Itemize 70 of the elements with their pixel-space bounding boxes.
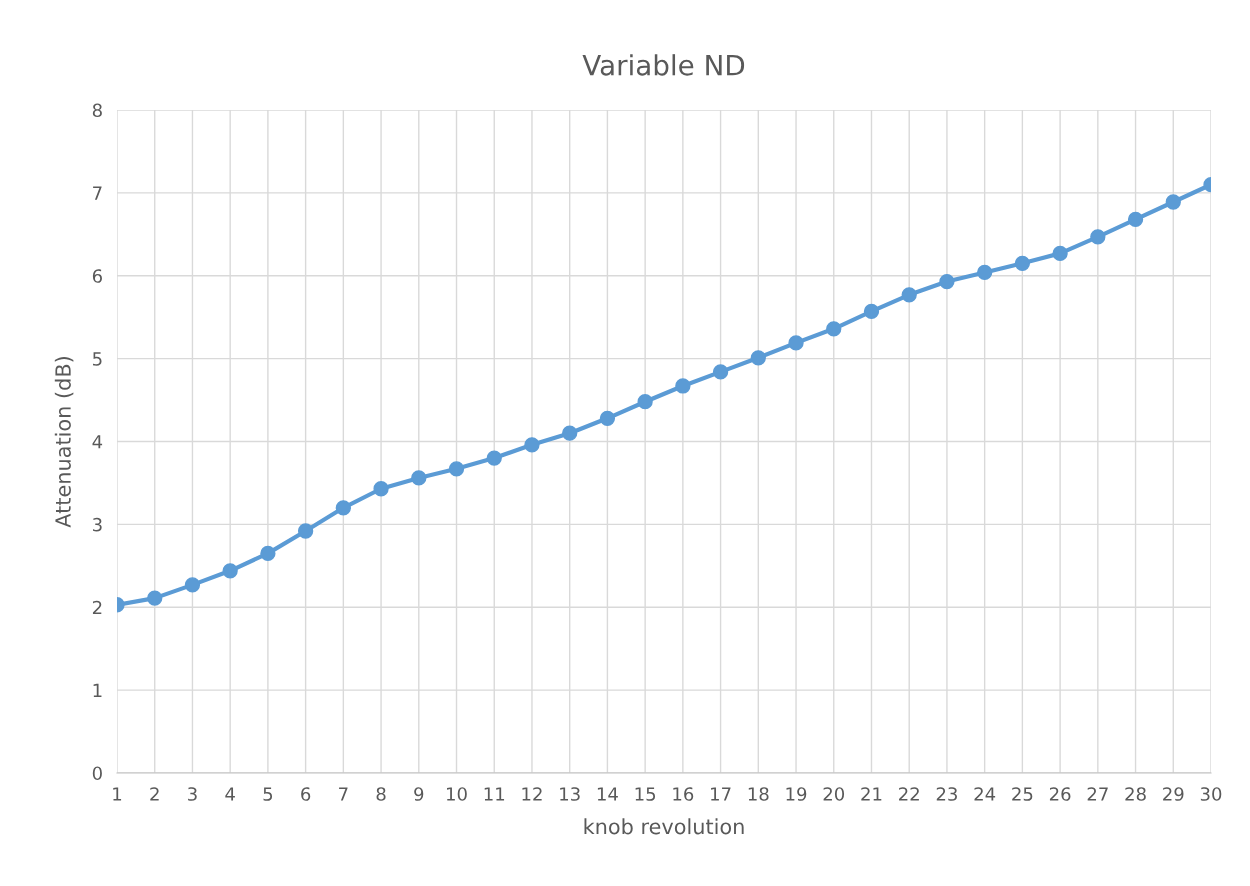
point	[147, 590, 163, 606]
point	[1014, 255, 1031, 271]
y-tick-label: 4	[92, 435, 103, 449]
x-axis-title: knob revolution	[584, 818, 744, 835]
x-tick-label: 22	[899, 787, 919, 801]
y-tick-label: 0	[92, 766, 102, 781]
point	[750, 350, 766, 366]
chart-title: Variable ND	[582, 54, 745, 76]
x-tick-label: 20	[823, 787, 845, 801]
point	[297, 523, 314, 539]
point	[637, 394, 653, 410]
x-tick-label: 27	[1087, 787, 1108, 801]
x-tick-label: 21	[861, 787, 882, 801]
point	[712, 364, 729, 380]
y-tick-label: 3	[93, 517, 102, 532]
point	[788, 335, 804, 351]
x-tick-label: 12	[522, 787, 542, 801]
x-tick-label: 4	[225, 787, 235, 801]
x-tick-label: 6	[301, 787, 311, 801]
point	[675, 378, 691, 394]
x-tick-label: 28	[1125, 787, 1146, 801]
point	[411, 470, 427, 486]
y-tick-label: 8	[92, 103, 102, 118]
point	[184, 577, 201, 593]
point	[524, 437, 540, 453]
x-tick-label: 30	[1200, 787, 1222, 801]
x-tick-label: 26	[1049, 787, 1071, 801]
x-tick-label: 9	[414, 787, 424, 801]
x-tick-label: 17	[711, 787, 731, 801]
point	[1127, 211, 1144, 228]
point	[826, 321, 842, 337]
point	[1090, 229, 1106, 245]
x-tick-label: 8	[376, 787, 386, 801]
x-tick-label: 19	[786, 787, 807, 801]
x-tick-label: 14	[597, 787, 618, 801]
y-tick-label: 6	[92, 269, 102, 283]
x-tick-label: 15	[635, 787, 656, 801]
x-tick-label: 2	[150, 787, 159, 801]
point	[222, 563, 238, 579]
x-tick-label: 25	[1012, 787, 1033, 801]
point	[486, 450, 502, 466]
x-tick-label: 24	[974, 787, 996, 801]
point	[901, 287, 917, 303]
x-tick-label: 1	[113, 787, 122, 801]
x-tick-label: 11	[484, 787, 505, 801]
x-tick-label: 10	[447, 787, 467, 801]
point	[260, 545, 276, 562]
x-tick-label: 16	[673, 787, 694, 801]
x-tick-label: 5	[263, 787, 273, 801]
point	[1165, 194, 1181, 210]
point	[977, 264, 993, 281]
x-tick-label: 13	[560, 787, 580, 801]
point	[335, 500, 351, 516]
y-tick-label: 5	[93, 352, 102, 366]
point	[939, 273, 955, 290]
x-tick-label: 3	[188, 787, 197, 801]
x-tick-label: 23	[936, 787, 957, 801]
point	[863, 303, 880, 320]
point	[1052, 245, 1068, 262]
point	[373, 481, 389, 497]
y-tick-label: 2	[92, 600, 102, 615]
y-axis-title: Attenuation (dB)	[54, 357, 74, 528]
point	[448, 461, 465, 477]
point	[562, 425, 578, 441]
y-tick-label: 7	[93, 186, 102, 200]
point	[599, 410, 616, 426]
x-tick-label: 29	[1163, 787, 1184, 801]
y-tick-label: 1	[93, 683, 102, 697]
x-tick-label: 18	[748, 787, 769, 801]
x-tick-label: 7	[339, 787, 348, 801]
